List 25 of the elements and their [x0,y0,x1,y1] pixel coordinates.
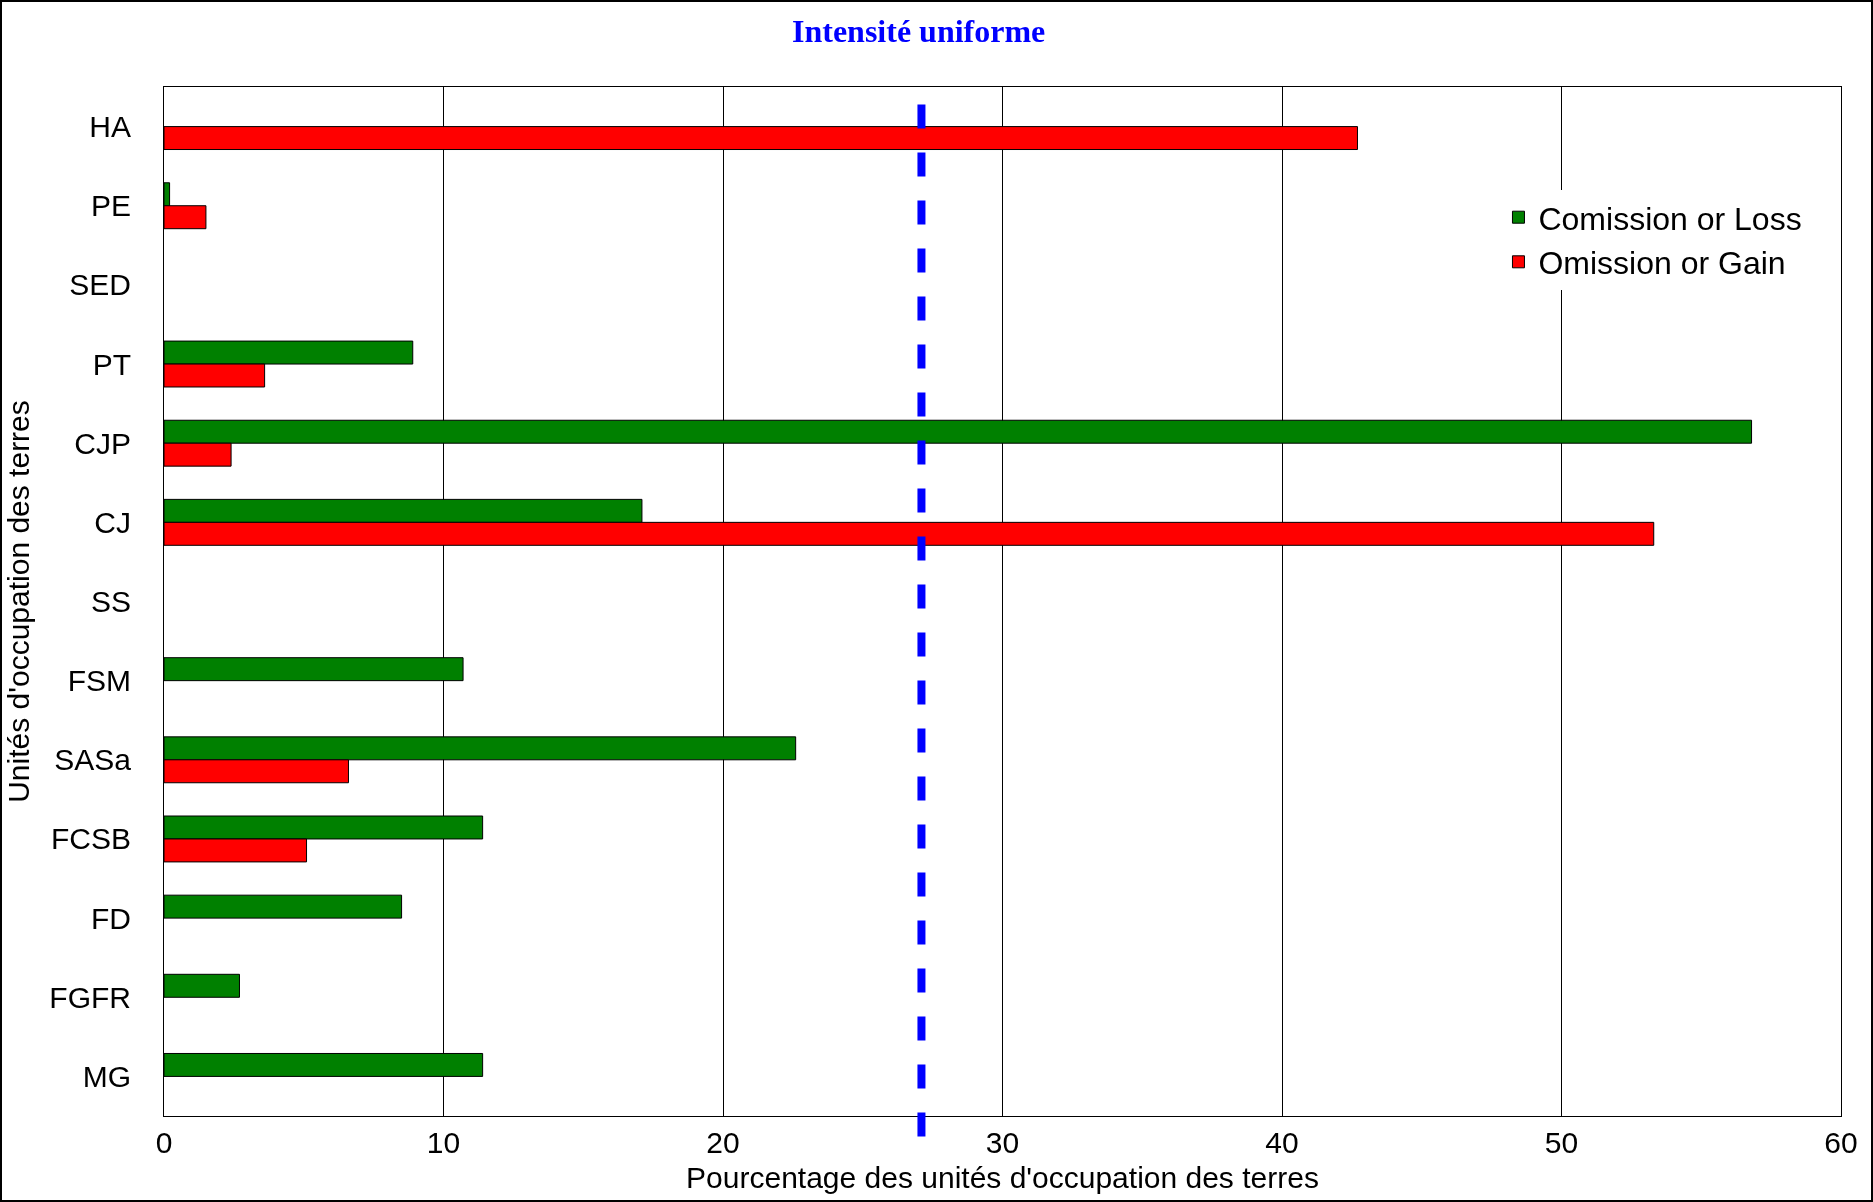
y-tick-label: SED [69,268,131,302]
y-tick-label: FCSB [50,822,131,856]
y-tick-label: PE [90,189,131,223]
y-tick-label: FSM [67,664,131,698]
y-tick-label: PT [92,347,131,381]
x-tick-label: 40 [1265,1126,1299,1159]
y-tick-label: FD [91,901,131,935]
x-tick-label: 20 [706,1126,740,1159]
x-tick-label: 50 [1544,1126,1579,1159]
y-axis-title: Unités d'occupation des terres [2,400,35,803]
x-tick-label: 0 [155,1126,173,1159]
x-tick-label: 30 [985,1126,1020,1159]
y-tick-label: CJ [94,505,131,539]
y-tick-label: CJP [74,426,131,460]
legend-label: Omission or Gain [1538,245,1786,282]
y-tick-label: SS [90,585,131,618]
y-tick-label: FGFR [49,980,131,1014]
legend-label: Comission or Loss [1538,200,1802,237]
y-tick-label: SASa [54,743,132,777]
x-axis-title: Pourcentage des unités d'occupation des terres [686,1160,1319,1194]
y-tick-label: MG [82,1059,131,1093]
x-tick-label: 10 [426,1126,461,1159]
x-tick-label: 60 [1824,1126,1858,1159]
y-tick-label: HA [89,110,131,144]
ref-line-label: Intensité uniforme [792,13,1046,49]
